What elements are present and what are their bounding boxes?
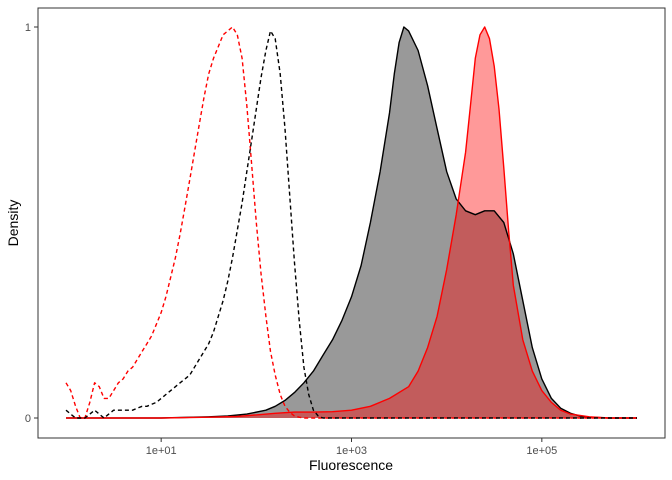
series-3-line [66,26,637,419]
series-1-line [65,30,637,419]
series-2-line [66,26,637,419]
y-tick-label: 1 [25,22,31,34]
series-3-area [66,27,637,418]
series-0-line [65,26,637,419]
x-axis-title: Fluorescence [309,457,393,473]
x-tick-label: 1e+05 [526,445,557,457]
x-tick-label: 1e+01 [146,445,177,457]
x-tick-label: 1e+03 [336,445,367,457]
y-tick-label: 0 [25,413,31,425]
y-axis-title: Density [5,200,21,247]
series-2-area [66,27,637,418]
series-layer [65,26,637,419]
tick-layer: 1e+01 1e+03 1e+05 0 1 [25,22,557,457]
